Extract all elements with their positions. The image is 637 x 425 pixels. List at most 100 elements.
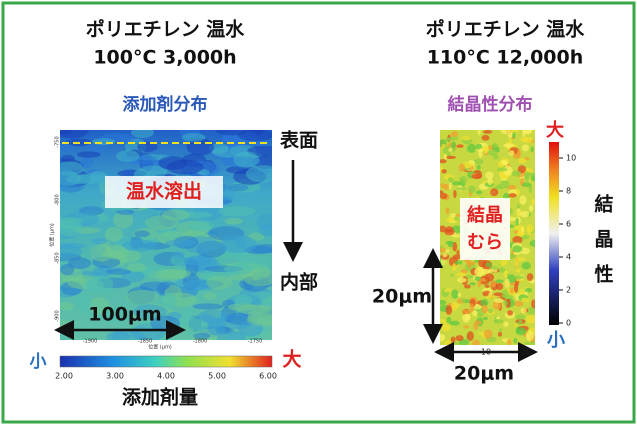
texture-blob: [104, 226, 123, 242]
texture-blob: [495, 279, 504, 283]
texture-blob: [455, 213, 461, 217]
x-tick-label: -1900: [83, 339, 98, 345]
texture-blob: [165, 239, 197, 247]
texture-blob: [192, 303, 224, 310]
texture-blob: [192, 332, 211, 339]
texture-blob: [527, 172, 535, 176]
texture-blob: [528, 184, 533, 194]
texture-blob: [469, 282, 476, 286]
texture-blob: [223, 264, 253, 275]
texture-blob: [145, 215, 179, 231]
texture-blob: [481, 304, 488, 314]
colorbar-min: 小: [30, 352, 47, 372]
texture-blob: [509, 208, 514, 215]
texture-blob: [445, 249, 450, 253]
texture-blob: [513, 323, 520, 328]
texture-blob: [519, 210, 530, 218]
texture-blob: [518, 319, 523, 325]
texture-blob: [451, 141, 456, 149]
texture-blob: [493, 298, 504, 303]
texture-blob: [515, 275, 525, 280]
texture-blob: [125, 289, 160, 305]
texture-blob: [495, 146, 500, 153]
texture-blob: [456, 272, 467, 277]
texture-blob: [460, 269, 468, 274]
texture-blob: [218, 235, 258, 254]
texture-blob: [452, 254, 462, 260]
colorbar-tick-label: 0: [566, 319, 571, 328]
texture-blob: [91, 238, 107, 245]
texture-blob: [524, 341, 533, 345]
texture-blob: [487, 308, 493, 314]
colorbar-tick-label: 3.00: [106, 372, 124, 381]
map-title: 添加剤分布: [123, 94, 208, 115]
texture-blob: [451, 301, 458, 311]
texture-blob: [441, 169, 447, 174]
texture-blob: [489, 279, 496, 288]
texture-blob: [467, 262, 472, 269]
texture-blob: [440, 299, 447, 305]
texture-blob: [451, 289, 459, 299]
texture-blob: [445, 305, 453, 315]
colorbar-label: 添加剤量: [122, 386, 198, 409]
texture-blob: [507, 184, 517, 190]
texture-blob: [528, 204, 534, 212]
texture-blob: [456, 144, 464, 148]
texture-blob: [489, 188, 499, 197]
texture-blob: [515, 314, 526, 320]
texture-blob: [477, 130, 481, 136]
texture-blob: [246, 313, 272, 326]
texture-blob: [440, 159, 447, 164]
texture-blob: [89, 244, 113, 262]
texture-blob: [521, 144, 529, 152]
texture-blob: [526, 314, 535, 324]
colorbar-label: 性: [594, 263, 613, 286]
texture-blob: [530, 173, 535, 182]
texture-blob: [67, 257, 92, 269]
texture-blob: [159, 292, 177, 310]
texture-blob: [90, 170, 106, 182]
texture-blob: [88, 296, 110, 315]
texture-blob: [87, 275, 114, 294]
texture-blob: [513, 283, 519, 293]
x-tick-label: 20: [521, 348, 531, 357]
texture-blob: [456, 187, 467, 191]
texture-blob: [450, 273, 455, 277]
texture-blob: [462, 313, 471, 323]
texture-blob: [531, 299, 535, 310]
texture-blob: [515, 257, 527, 261]
x-tick-label: -1750: [248, 339, 263, 345]
texture-blob: [468, 143, 476, 153]
texture-blob: [511, 170, 522, 177]
x-tick-label: -1800: [193, 339, 208, 345]
texture-blob: [440, 225, 447, 233]
texture-blob: [448, 136, 459, 141]
texture-blob: [522, 130, 526, 138]
y-tick-label: -800: [55, 194, 61, 205]
texture-blob: [445, 155, 457, 160]
texture-blob: [503, 301, 508, 306]
texture-blob: [468, 185, 476, 194]
texture-blob: [503, 294, 514, 300]
texture-blob: [466, 331, 474, 341]
texture-blob: [181, 307, 198, 320]
texture-blob: [497, 267, 506, 273]
texture-blob: [472, 310, 478, 317]
texture-blob: [455, 335, 464, 342]
texture-blob: [158, 156, 187, 170]
texture-blob: [60, 331, 72, 340]
colorbar-label: 結: [594, 193, 613, 216]
texture-blob: [224, 217, 243, 225]
texture-blob: [483, 329, 493, 339]
texture-blob: [452, 241, 458, 252]
texture-blob: [530, 146, 534, 153]
texture-blob: [93, 265, 113, 278]
texture-blob: [516, 204, 521, 209]
colorbar-tick-label: 4: [566, 253, 571, 262]
texture-blob: [203, 292, 217, 300]
texture-blob: [463, 325, 470, 329]
texture-blob: [134, 230, 150, 238]
texture-blob: [493, 292, 503, 297]
texture-blob: [137, 141, 158, 152]
